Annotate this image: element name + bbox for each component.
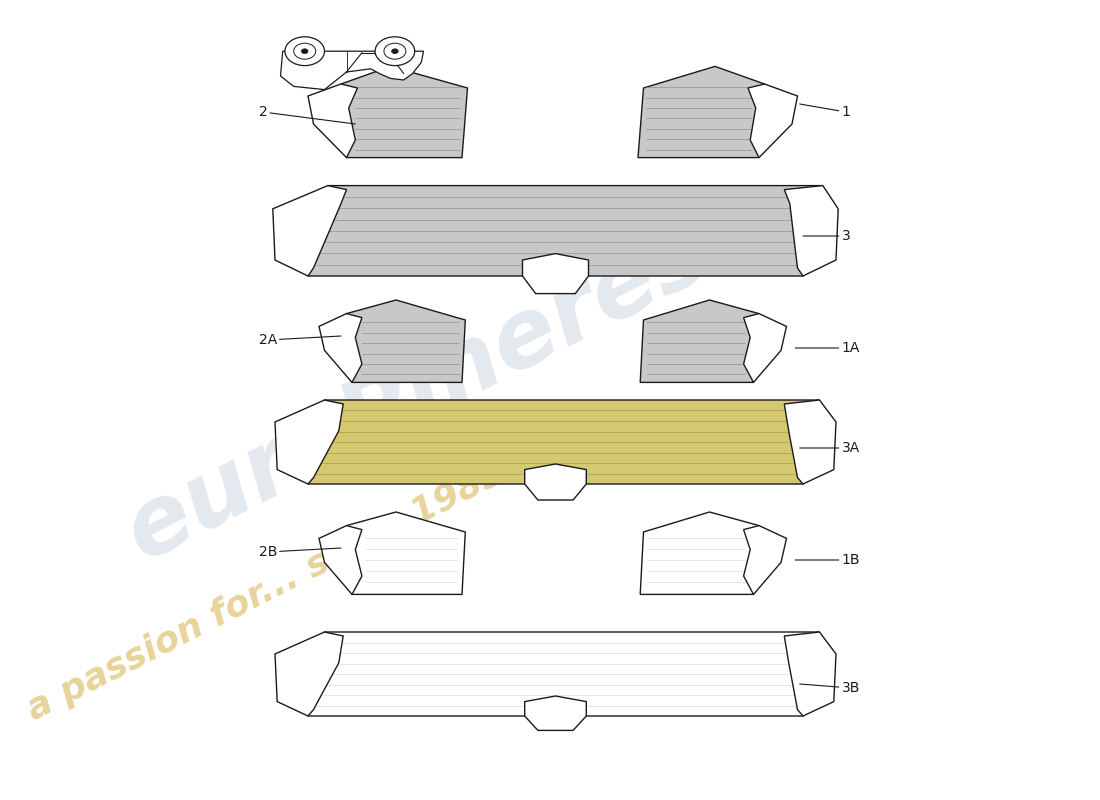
Text: 1: 1 <box>800 104 850 119</box>
Circle shape <box>384 43 406 59</box>
Polygon shape <box>784 186 838 276</box>
Polygon shape <box>744 526 786 594</box>
Text: 3A: 3A <box>800 441 860 455</box>
Polygon shape <box>525 696 586 730</box>
Polygon shape <box>308 400 820 484</box>
Circle shape <box>375 37 415 66</box>
Polygon shape <box>640 300 759 382</box>
Polygon shape <box>341 66 468 158</box>
Text: 2A: 2A <box>258 333 341 347</box>
Text: 1A: 1A <box>795 341 860 355</box>
Polygon shape <box>525 464 586 500</box>
Text: 1B: 1B <box>795 553 860 567</box>
Polygon shape <box>522 254 588 294</box>
Polygon shape <box>346 300 465 382</box>
Polygon shape <box>638 66 764 158</box>
Text: 2B: 2B <box>258 545 341 559</box>
Circle shape <box>301 49 308 54</box>
Text: 2: 2 <box>258 105 355 124</box>
Polygon shape <box>308 186 823 276</box>
Polygon shape <box>275 400 343 484</box>
Polygon shape <box>280 51 424 90</box>
Text: 3: 3 <box>803 229 850 243</box>
Circle shape <box>392 49 398 54</box>
Text: a passion for... since 1985: a passion for... since 1985 <box>22 455 512 727</box>
Polygon shape <box>273 186 346 276</box>
Polygon shape <box>308 632 820 716</box>
Text: 3B: 3B <box>800 681 860 695</box>
Polygon shape <box>784 632 836 716</box>
Polygon shape <box>640 512 759 594</box>
Polygon shape <box>744 314 786 382</box>
Polygon shape <box>319 526 362 594</box>
Text: euroPmeres: euroPmeres <box>110 206 724 580</box>
Polygon shape <box>784 400 836 484</box>
Circle shape <box>294 43 316 59</box>
Polygon shape <box>319 314 362 382</box>
Polygon shape <box>275 632 343 716</box>
Polygon shape <box>748 84 797 158</box>
Polygon shape <box>346 512 465 594</box>
Polygon shape <box>308 84 358 158</box>
Circle shape <box>285 37 324 66</box>
